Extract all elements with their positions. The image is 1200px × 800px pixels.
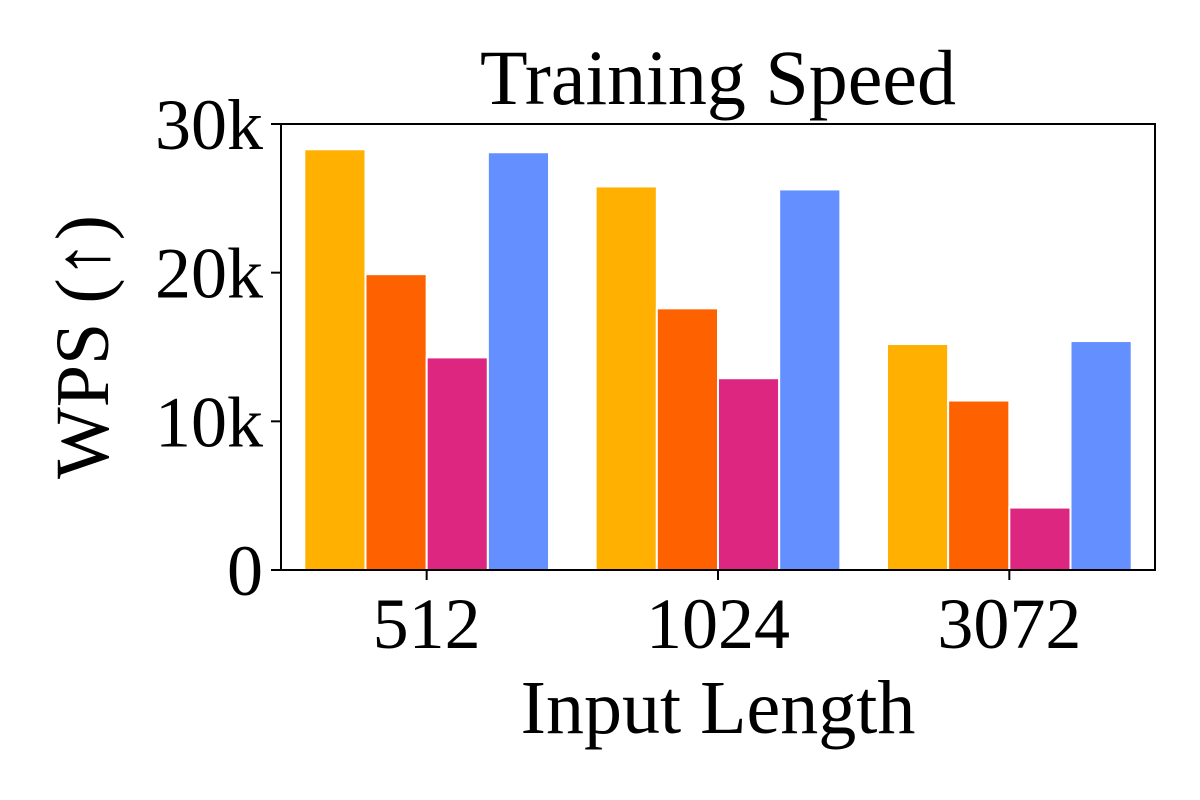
bar-1024-series-4 (778, 188, 842, 571)
y-tick-label: 20k (155, 234, 263, 314)
bar-3072-series-4 (1069, 340, 1133, 572)
y-axis-label: WPS (↑) (41, 215, 125, 479)
bar-3072-series-1 (885, 343, 950, 571)
x-tick-label: 1024 (646, 584, 790, 664)
bar-512-series-1 (303, 148, 367, 571)
y-tick-label: 0 (227, 531, 263, 611)
y-tick-label: 10k (155, 382, 263, 462)
bar-512-series-2 (364, 273, 428, 571)
bar-512-series-4 (486, 151, 551, 571)
x-tick-label: 3072 (937, 584, 1081, 664)
y-tick-label: 30k (155, 85, 263, 165)
bar-512-series-3 (425, 356, 489, 572)
bar-3072-series-2 (947, 399, 1011, 571)
x-axis-label: Input Length (521, 666, 916, 750)
bar-1024-series-3 (717, 377, 781, 571)
bar-1024-series-1 (594, 185, 658, 571)
y-axis-ticks: 0 10k 20k 30k (155, 85, 281, 611)
bar-1024-series-2 (655, 307, 720, 571)
bars-group (303, 148, 1133, 572)
bar-3072-series-3 (1008, 506, 1072, 571)
x-axis-ticks: 512 1024 3072 (373, 570, 1081, 664)
x-tick-label: 512 (373, 584, 481, 664)
chart-title: Training Speed (480, 34, 956, 121)
